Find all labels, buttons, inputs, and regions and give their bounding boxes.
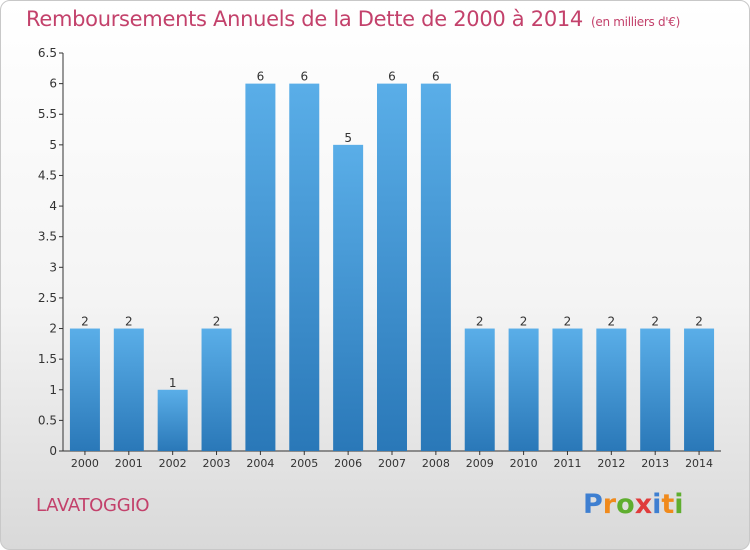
bars [69,83,715,451]
data-label: 2 [608,315,616,329]
x-tick-label: 2002 [159,457,187,470]
logo-letter: o [616,489,635,520]
x-tick-label: 2011 [553,457,581,470]
logo-letter: r [602,489,617,520]
bar [684,328,715,451]
x-tick-label: 2007 [378,457,406,470]
x-tick-label: 2010 [510,457,538,470]
data-label: 2 [476,315,484,329]
bar [113,328,144,451]
chart-title: Remboursements Annuels de la Dette de 20… [26,7,680,31]
y-tick-label: 2 [49,322,57,336]
x-tick-label: 2012 [597,457,625,470]
bar [552,328,583,451]
logo-letter: P [583,489,603,520]
data-label: 5 [344,131,352,145]
y-tick-label: 6 [49,77,57,91]
y-tick-label: 1 [49,383,57,397]
bar [333,144,364,451]
bar [508,328,539,451]
data-label: 6 [257,70,265,84]
data-label: 2 [651,315,659,329]
x-tick-label: 2014 [685,457,713,470]
data-label: 1 [169,376,177,390]
logo-letter: i [674,489,684,520]
y-tick-label: 0.5 [38,413,57,427]
bar [201,328,232,451]
bar [464,328,495,451]
logo-letter: t [661,489,675,520]
location-name: LAVATOGGIO [36,495,150,516]
x-tick-label: 2005 [290,457,318,470]
y-tick-label: 5.5 [38,107,57,121]
bar [420,83,451,451]
bar [377,83,407,451]
unit-note: (en milliers d'€) [591,15,681,29]
y-tick-label: 1.5 [38,352,57,366]
chart-title-text: Remboursements Annuels de la Dette de 20… [26,7,583,31]
x-tick-label: 2000 [71,457,99,470]
axes: 0 0.5 1 1.5 2 2.5 3 3.5 4 4.5 5 5.5 6 6.5 [38,46,721,458]
bar [640,328,671,451]
y-tick-label: 5 [49,138,57,152]
data-label: 2 [695,315,703,329]
y-tick-label: 3.5 [38,230,57,244]
logo-letter: x [634,489,653,520]
labels: 2000 2 2001 2 2002 1 2003 2 2004 6 2005 6 2006 5 2007 6… [71,70,713,470]
data-label: 2 [520,315,528,329]
bar [157,389,188,451]
x-tick-label: 2008 [422,457,450,470]
x-tick-label: 2013 [641,457,669,470]
proxiti-logo: Proxiti [583,489,684,520]
data-label: 6 [300,70,308,84]
data-label: 2 [81,315,89,329]
bar [596,328,627,451]
bar [245,83,276,451]
data-label: 2 [564,315,572,329]
x-tick-label: 2006 [334,457,362,470]
y-tick-label: 4.5 [38,168,57,182]
data-label: 2 [125,315,133,329]
data-label: 6 [432,70,440,84]
y-tick-label: 3 [49,260,57,274]
bar [289,83,320,451]
y-tick-label: 0 [49,444,57,458]
x-tick-label: 2003 [203,457,231,470]
x-tick-label: 2001 [115,457,143,470]
x-tick-label: 2004 [246,457,274,470]
x-tick-label: 2009 [466,457,494,470]
logo-letter: i [652,489,662,520]
y-tick-label: 2.5 [38,291,57,305]
y-tick-label: 4 [49,199,57,213]
bar [69,328,100,451]
data-label: 2 [213,315,221,329]
data-label: 6 [388,70,396,84]
y-tick-label: 6.5 [38,46,57,60]
